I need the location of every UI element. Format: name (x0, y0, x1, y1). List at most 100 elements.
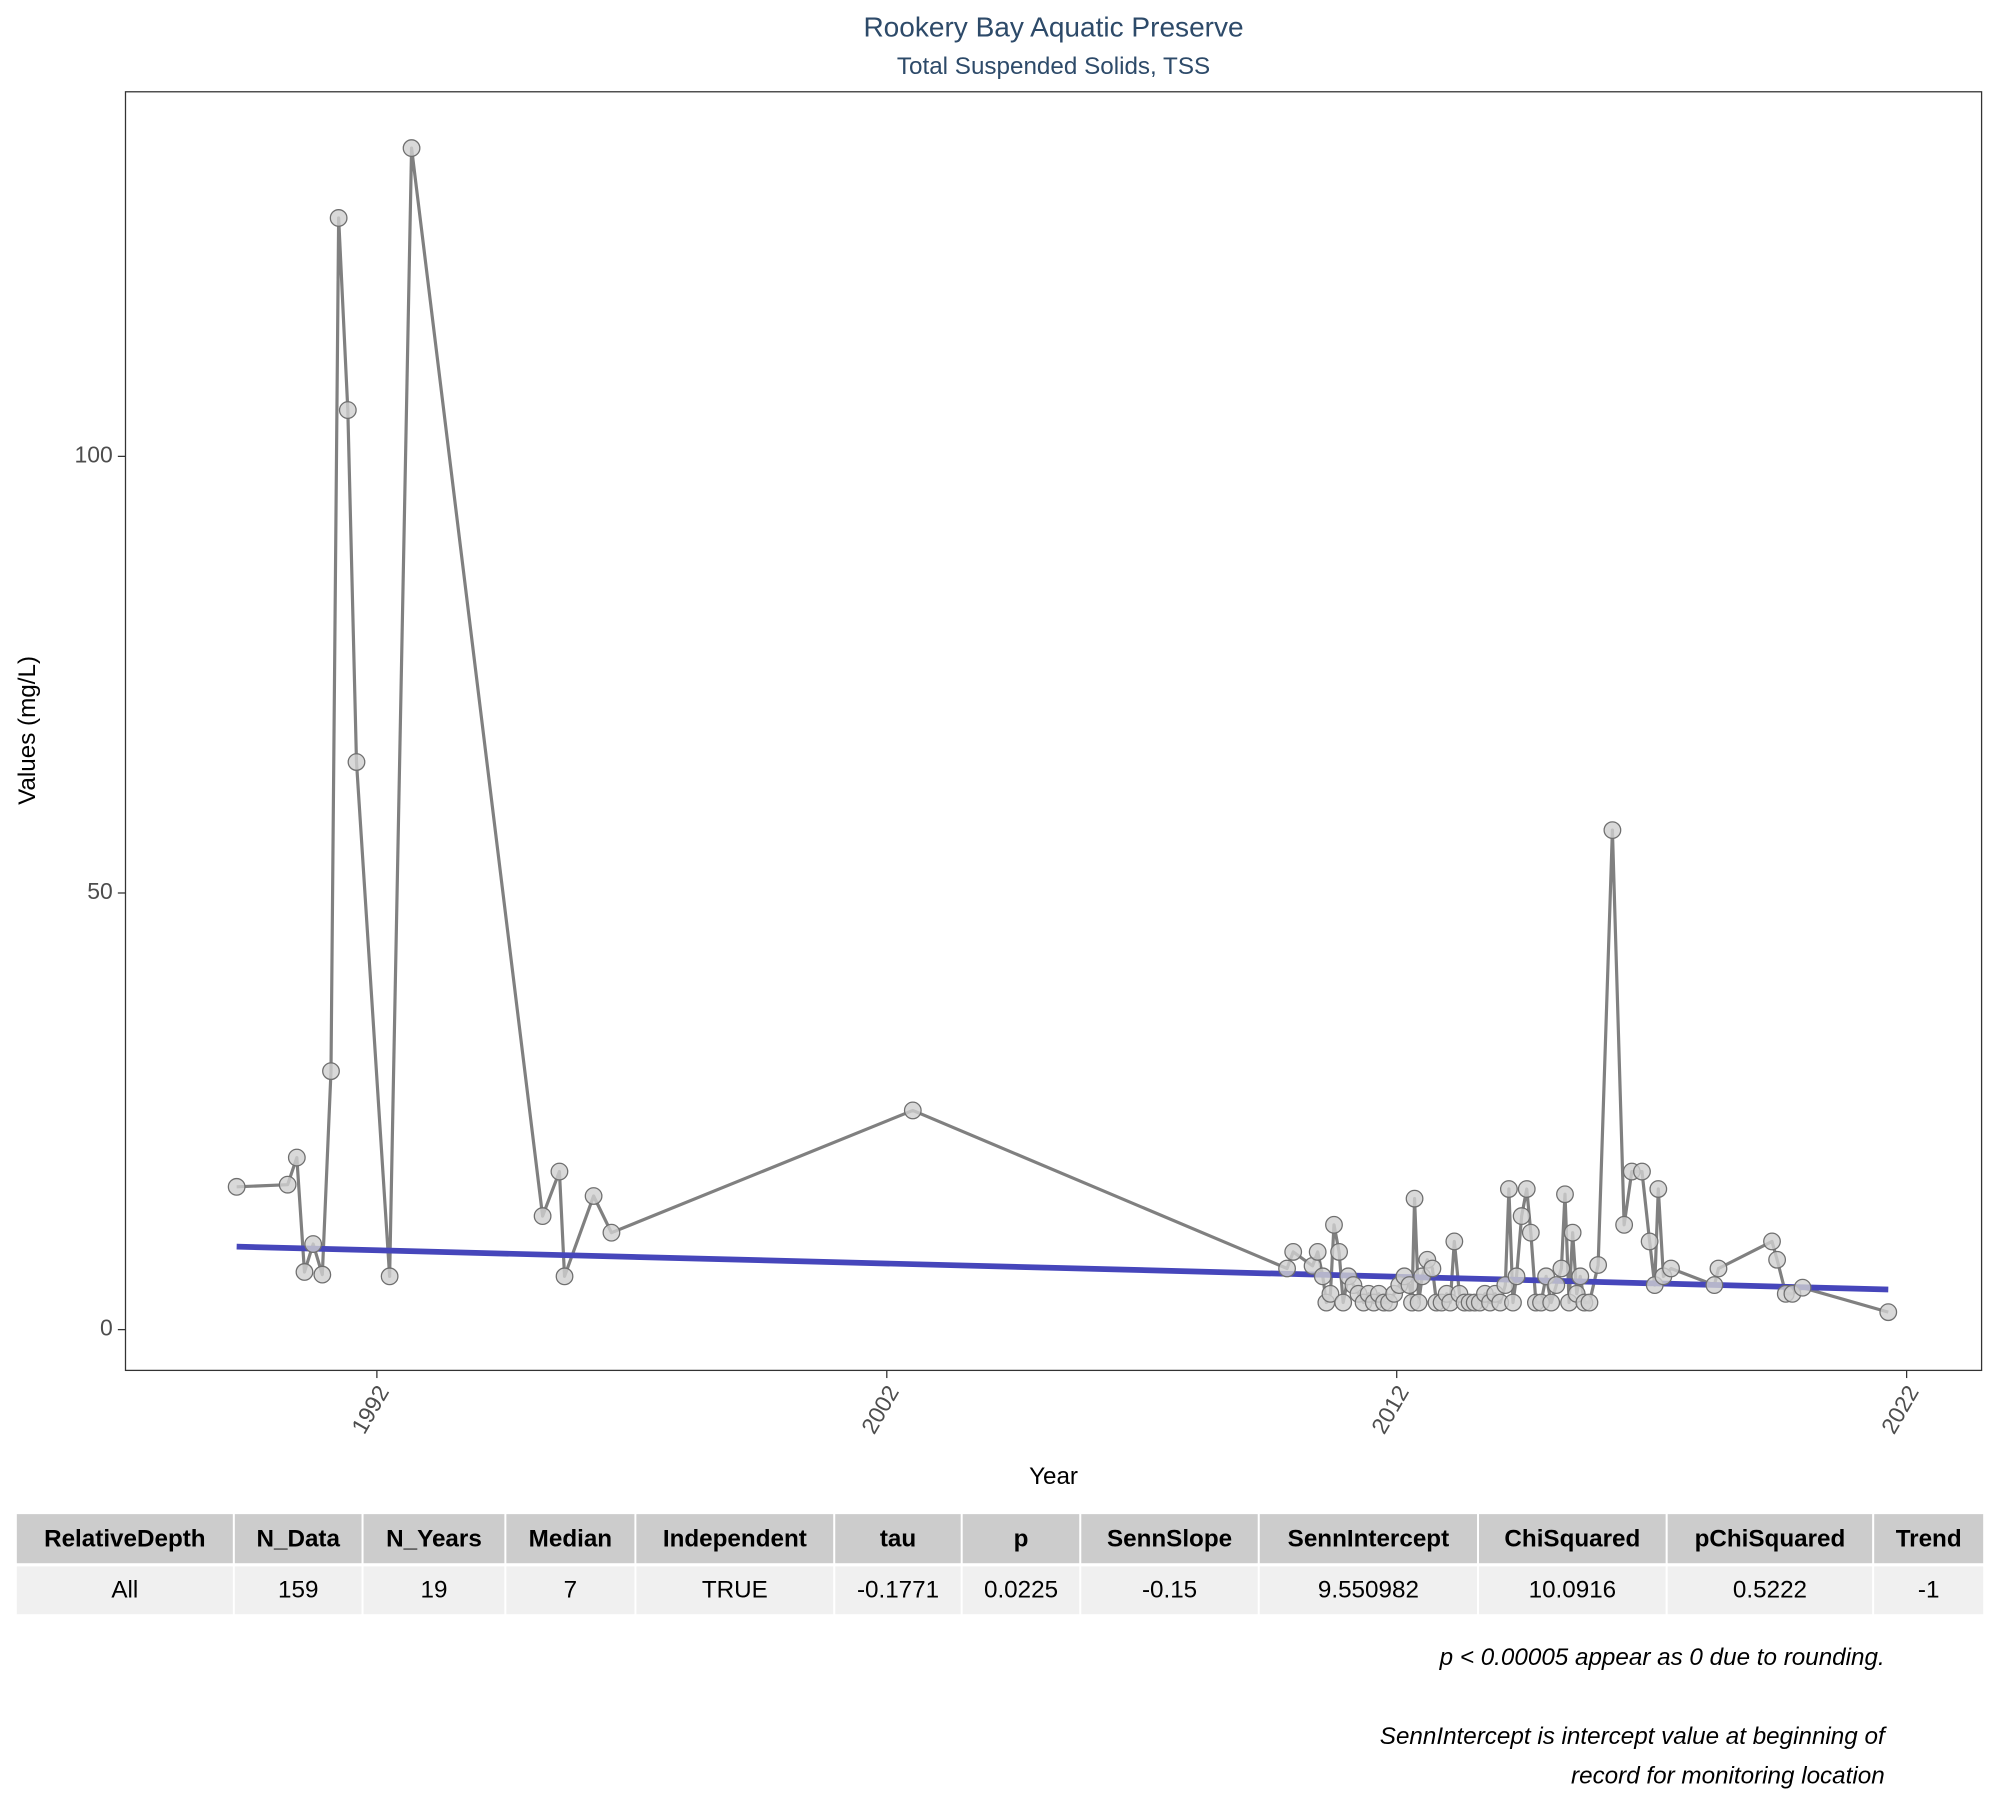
data-point (903, 1101, 922, 1120)
y-tick-label: 50 (87, 878, 113, 904)
data-point (1793, 1278, 1812, 1297)
table-header: SennIntercept (1288, 1525, 1450, 1552)
x-axis-label: Year (1029, 1463, 1078, 1490)
table-header: pChiSquared (1695, 1525, 1846, 1552)
data-point (338, 401, 357, 420)
table-header: ChiSquared (1504, 1525, 1640, 1552)
data-point (1542, 1293, 1561, 1312)
data-point (1313, 1267, 1332, 1286)
data-point (1552, 1259, 1571, 1278)
data-point (227, 1177, 246, 1196)
data-point (1705, 1276, 1724, 1295)
table-header-cell (1079, 1512, 1260, 1566)
table-cell (634, 1564, 836, 1617)
table-header-cell (1872, 1512, 1986, 1566)
table-cell (1477, 1564, 1668, 1617)
data-point (1640, 1232, 1659, 1251)
table-header-cell (1665, 1512, 1875, 1566)
data-point (1580, 1293, 1599, 1312)
footnote: SennIntercept is intercept value at begi… (1380, 1723, 1887, 1750)
table-value: -1 (1918, 1576, 1940, 1603)
data-point (1763, 1232, 1781, 1251)
table-header-cell (833, 1512, 963, 1566)
table-header: Independent (663, 1525, 807, 1552)
data-point (1308, 1242, 1327, 1261)
table-value: -0.1771 (857, 1576, 939, 1603)
table-value: All (111, 1576, 138, 1603)
chart-subtitle: Total Suspended Solids, TSS (897, 53, 1210, 80)
data-point (1330, 1242, 1349, 1261)
table-value: 9.550982 (1318, 1576, 1419, 1603)
data-point (1325, 1215, 1343, 1234)
data-point (1563, 1223, 1582, 1242)
data-point (1423, 1259, 1442, 1278)
data-point (295, 1263, 314, 1281)
data-point (533, 1207, 552, 1226)
data-point (1517, 1180, 1536, 1198)
data-point (380, 1267, 399, 1286)
table-header: N_Data (257, 1525, 341, 1552)
table-header: RelativeDepth (44, 1525, 206, 1552)
table-cell (1257, 1564, 1480, 1617)
table-header-cell (634, 1512, 836, 1566)
table-header-cell (361, 1512, 507, 1566)
table-value: 19 (421, 1576, 448, 1603)
data-point (1603, 821, 1622, 840)
table-value: TRUE (702, 1576, 768, 1603)
table-value: 0.5222 (1733, 1576, 1807, 1603)
data-point (602, 1223, 621, 1242)
data-point (1284, 1242, 1303, 1261)
table-cell (14, 1564, 235, 1617)
data-point (1499, 1180, 1518, 1198)
table-header: p (1014, 1525, 1029, 1552)
table-cell (833, 1564, 963, 1617)
table-value: 7 (564, 1576, 577, 1603)
data-point (1768, 1250, 1787, 1269)
data-point (1504, 1293, 1522, 1312)
data-point (1507, 1267, 1526, 1286)
table-value: 0.0225 (984, 1576, 1058, 1603)
table-header-cell (960, 1512, 1082, 1566)
table-header-cell (504, 1512, 637, 1566)
data-point (1512, 1207, 1531, 1226)
data-point (402, 139, 421, 158)
data-point (1709, 1259, 1728, 1278)
data-point (555, 1267, 574, 1286)
table-value: 10.0916 (1529, 1576, 1617, 1603)
data-point (1409, 1293, 1428, 1312)
table-cell (232, 1564, 364, 1617)
data-point (322, 1062, 340, 1081)
table-header: N_Years (386, 1525, 482, 1552)
data-point (1649, 1180, 1668, 1198)
data-point (329, 209, 348, 227)
table-cell (361, 1564, 507, 1617)
table-header: Trend (1896, 1525, 1962, 1552)
y-axis-label: Values (mg/L) (14, 656, 41, 805)
data-point (1662, 1259, 1680, 1278)
table-cell (960, 1564, 1082, 1617)
data-point (1400, 1276, 1419, 1295)
footnote: p < 0.00005 appear as 0 due to rounding. (1439, 1644, 1885, 1671)
data-point (584, 1187, 603, 1205)
data-point (1445, 1232, 1464, 1251)
table-value: 159 (278, 1576, 318, 1603)
table-cell (1872, 1564, 1986, 1617)
data-point (1547, 1276, 1566, 1295)
data-point (313, 1265, 332, 1284)
y-tick-label: 100 (74, 441, 112, 467)
data-point (1615, 1215, 1634, 1234)
trend-line (236, 1243, 1889, 1293)
data-point (1321, 1284, 1340, 1303)
data-point (550, 1162, 569, 1181)
data-point (1521, 1223, 1540, 1242)
y-tick-label: 0 (100, 1315, 113, 1341)
data-point (1879, 1303, 1898, 1322)
data-point (287, 1148, 306, 1167)
chart-title: Rookery Bay Aquatic Preserve (863, 12, 1243, 43)
data-point (1589, 1256, 1608, 1274)
data-point (304, 1235, 323, 1253)
data-point (1334, 1293, 1353, 1312)
table-header: Median (529, 1525, 612, 1552)
table-header-cell (14, 1512, 235, 1566)
